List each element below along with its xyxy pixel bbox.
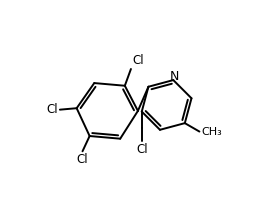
Text: CH₃: CH₃ bbox=[201, 127, 222, 137]
Text: Cl: Cl bbox=[136, 143, 148, 156]
Text: N: N bbox=[170, 70, 179, 83]
Text: Cl: Cl bbox=[47, 103, 58, 116]
Text: Cl: Cl bbox=[77, 153, 88, 166]
Text: Cl: Cl bbox=[132, 54, 144, 67]
